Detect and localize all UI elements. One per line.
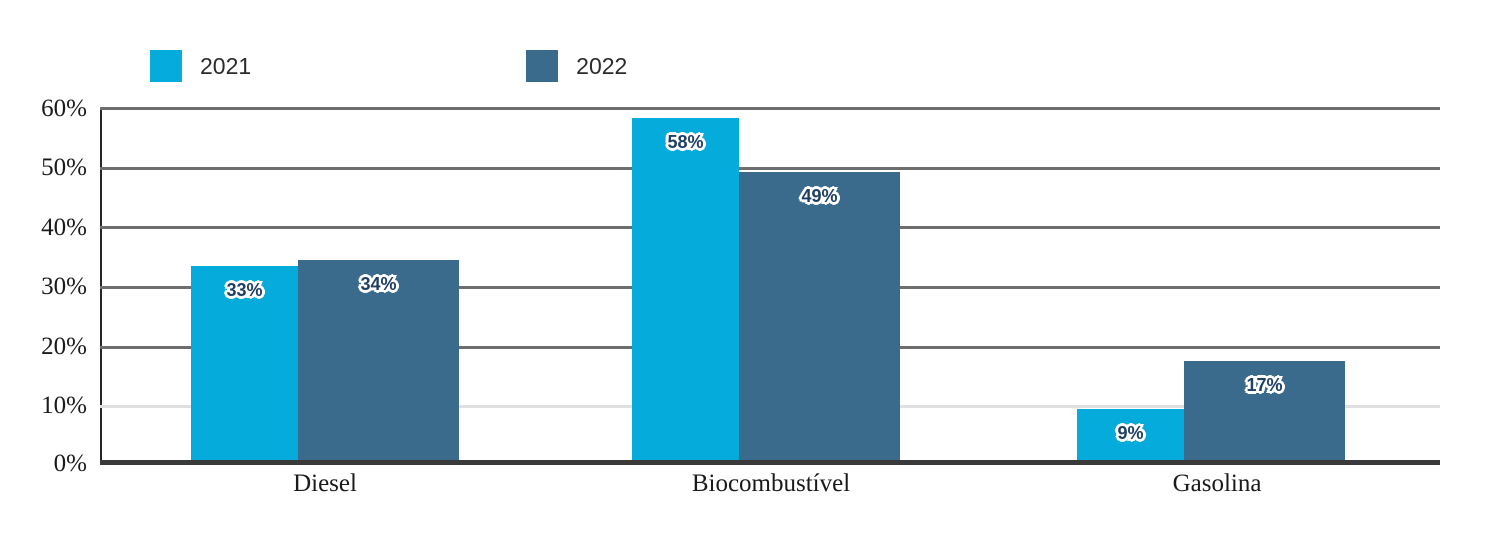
bar-value-label: 49% — [799, 184, 839, 208]
legend-swatch-2021 — [150, 50, 182, 82]
bar-value-label: 33% — [224, 278, 264, 302]
y-axis-tick-0: 0% — [53, 450, 87, 477]
bar-value-label: 58% — [665, 130, 705, 154]
legend-label-2022: 2022 — [576, 52, 628, 79]
chart-legend: 2021 2022 — [150, 50, 627, 82]
x-axis-line — [100, 460, 1440, 465]
y-axis-tick-40: 40% — [41, 214, 87, 241]
plot-area: 33% 34% 58% 49% 9% 17% — [100, 107, 1440, 465]
x-axis-label-gasolina: Gasolina — [1172, 470, 1262, 497]
bar-gasolina-2022[interactable]: 17% — [1184, 361, 1345, 462]
y-axis-tick-20: 20% — [41, 333, 87, 360]
gridline-60 — [100, 107, 1440, 110]
legend-label-2021: 2021 — [200, 52, 252, 79]
x-axis-label-diesel: Diesel — [293, 470, 357, 497]
bar-diesel-2022[interactable]: 34% — [298, 260, 459, 462]
y-axis-line — [100, 107, 102, 462]
y-axis-tick-30: 30% — [41, 273, 87, 300]
bar-value-label: 34% — [358, 272, 398, 296]
bar-value-label: 17% — [1244, 373, 1284, 397]
y-axis-tick-50: 50% — [41, 154, 87, 181]
legend-item-2021[interactable]: 2021 — [150, 50, 251, 82]
y-axis-tick-60: 60% — [41, 95, 87, 122]
legend-swatch-2022 — [526, 50, 559, 82]
gridline-50 — [100, 167, 1440, 170]
bar-biocombustivel-2021[interactable]: 58% — [632, 118, 739, 462]
y-axis-tick-10: 10% — [41, 392, 87, 419]
legend-item-2022[interactable]: 2022 — [526, 50, 627, 82]
bar-value-label: 9% — [1115, 421, 1145, 445]
bar-diesel-2021[interactable]: 33% — [191, 266, 298, 462]
x-axis-label-biocombustivel: Biocombustível — [691, 470, 851, 497]
bar-gasolina-2021[interactable]: 9% — [1077, 409, 1184, 462]
bar-biocombustivel-2022[interactable]: 49% — [739, 172, 900, 462]
